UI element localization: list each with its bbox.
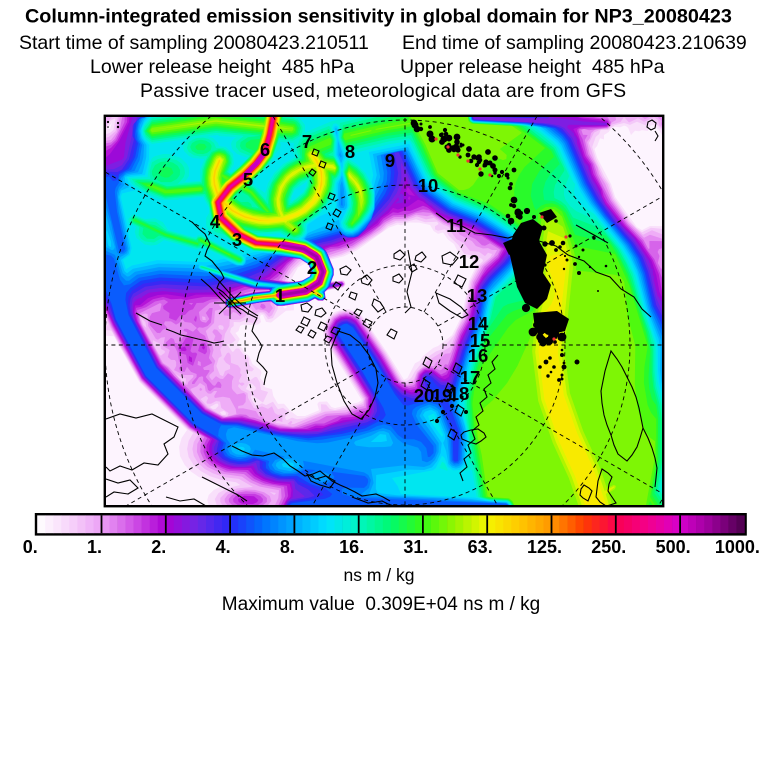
svg-text:11: 11 bbox=[446, 215, 466, 236]
svg-text:3: 3 bbox=[232, 229, 242, 250]
svg-text:13: 13 bbox=[467, 285, 488, 306]
svg-text:5: 5 bbox=[243, 169, 253, 190]
svg-text:20: 20 bbox=[414, 385, 435, 406]
svg-text:8.: 8. bbox=[280, 537, 295, 557]
svg-text:2.: 2. bbox=[151, 537, 166, 557]
svg-text:17: 17 bbox=[460, 367, 481, 388]
svg-text:End time of sampling 20080423.: End time of sampling 20080423.210639 bbox=[402, 32, 747, 54]
svg-text:6: 6 bbox=[260, 139, 270, 160]
svg-text:63.: 63. bbox=[468, 537, 493, 557]
svg-text:Passive tracer used, meteorolo: Passive tracer used, meteorological data… bbox=[140, 80, 626, 102]
svg-text:14: 14 bbox=[468, 313, 489, 334]
svg-text:19: 19 bbox=[432, 385, 453, 406]
svg-text:10: 10 bbox=[418, 175, 439, 196]
svg-text:Lower release height 485 hPa: Lower release height 485 hPa bbox=[90, 56, 355, 78]
svg-text:4.: 4. bbox=[216, 537, 231, 557]
svg-text:31.: 31. bbox=[403, 537, 428, 557]
svg-text:ns m / kg: ns m / kg bbox=[344, 565, 415, 585]
svg-text:7: 7 bbox=[302, 131, 312, 152]
svg-text:15: 15 bbox=[470, 330, 491, 351]
svg-text:1000.: 1000. bbox=[715, 537, 760, 557]
svg-text:8: 8 bbox=[345, 141, 355, 162]
svg-text:125.: 125. bbox=[527, 537, 562, 557]
svg-text:Upper release height 485 hPa: Upper release height 485 hPa bbox=[400, 56, 665, 78]
svg-text:1.: 1. bbox=[87, 537, 102, 557]
svg-text:18: 18 bbox=[449, 383, 470, 404]
svg-text:250.: 250. bbox=[591, 537, 626, 557]
svg-text:Maximum value 0.309E+04 ns m: Maximum value 0.309E+04 ns m / kg bbox=[222, 594, 540, 615]
svg-text:0.: 0. bbox=[23, 537, 38, 557]
svg-text:500.: 500. bbox=[656, 537, 691, 557]
svg-text:4: 4 bbox=[210, 211, 221, 232]
svg-text:2: 2 bbox=[307, 257, 317, 278]
svg-text:12: 12 bbox=[459, 251, 480, 272]
svg-text:Start time of sampling 2008042: Start time of sampling 20080423.210511 bbox=[19, 32, 369, 54]
svg-text:9: 9 bbox=[385, 150, 395, 171]
svg-text:16: 16 bbox=[468, 345, 489, 366]
svg-text:1: 1 bbox=[275, 285, 285, 306]
svg-text:Column-integrated emission sen: Column-integrated emission sensitivity i… bbox=[25, 6, 732, 28]
svg-text:16.: 16. bbox=[339, 537, 364, 557]
